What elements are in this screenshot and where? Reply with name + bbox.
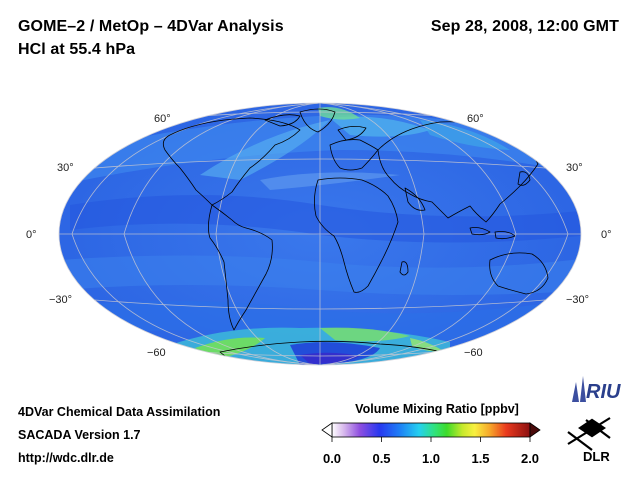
footer-url: http://wdc.dlr.de <box>18 451 114 465</box>
footer-line-2: SACADA Version 1.7 <box>18 428 141 442</box>
colorbar-label: Volume Mixing Ratio [ppbv] <box>355 402 519 416</box>
colorbar <box>321 422 541 442</box>
lat-labels: 60° 60° 30° 30° 0° 0° −30° −30° −60 −60 <box>26 113 612 359</box>
colorbar-tick-label: 1.0 <box>421 451 441 466</box>
map-title: GOME–2 / MetOp – 4DVar Analysis <box>18 18 284 35</box>
lat-label-0-left: 0° <box>26 229 37 241</box>
lat-label-30-right: 30° <box>566 162 583 174</box>
lat-label-60-left: 60° <box>154 113 171 125</box>
riu-logo: RIU <box>572 376 621 403</box>
dlr-logo <box>567 417 611 451</box>
lat-label-30-left: 30° <box>57 162 74 174</box>
colorbar-tick-label: 0.5 <box>372 451 391 466</box>
lat-label-60-right: 60° <box>467 113 484 125</box>
lat-label-m60-right: −60 <box>464 347 483 359</box>
colorbar-tick-label: 1.5 <box>471 451 490 466</box>
lat-label-m30-right: −30° <box>566 294 589 306</box>
colorbar-min-arrow <box>321 422 333 438</box>
map-subtitle: HCl at 55.4 hPa <box>18 41 136 58</box>
riu-logo-text: RIU <box>586 381 621 403</box>
dlr-logo-text: DLR <box>583 449 610 464</box>
map-datetime: Sep 28, 2008, 12:00 GMT <box>430 18 619 35</box>
colorbar-tick-label: 2.0 <box>520 451 540 466</box>
colorbar-tick-label: 0.0 <box>322 451 342 466</box>
lat-label-m30-left: −30° <box>49 294 72 306</box>
lat-label-0-right: 0° <box>601 229 612 241</box>
map-outline <box>58 102 582 366</box>
footer-line-1: 4DVar Chemical Data Assimilation <box>18 405 221 419</box>
lat-label-m60-left: −60 <box>147 347 166 359</box>
colorbar-max-arrow <box>529 422 541 438</box>
